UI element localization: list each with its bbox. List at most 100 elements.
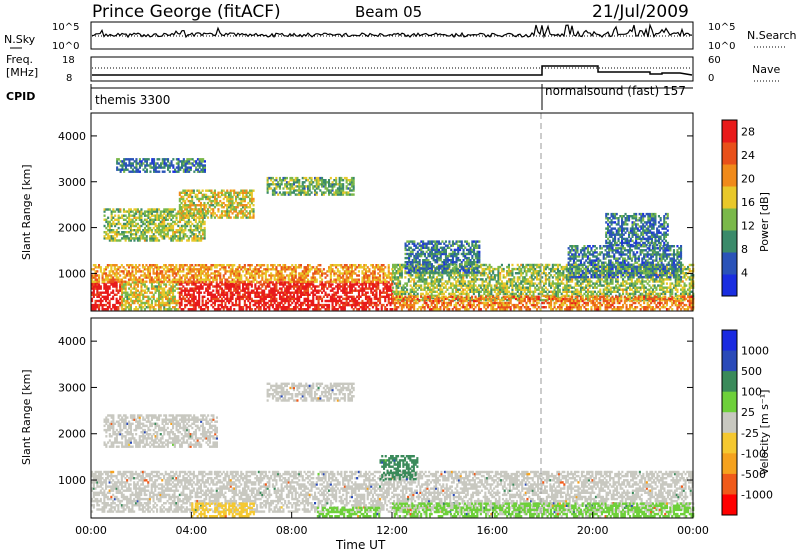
power-cell bbox=[415, 282, 417, 284]
power-cell bbox=[154, 272, 156, 274]
power-cell bbox=[305, 281, 307, 283]
power-cell bbox=[116, 219, 118, 221]
power-cell bbox=[125, 210, 127, 212]
power-cell bbox=[332, 294, 334, 296]
power-cell bbox=[193, 287, 195, 289]
power-cell bbox=[508, 266, 510, 268]
power-cell bbox=[171, 160, 173, 162]
power-cell bbox=[205, 204, 207, 206]
power-cell bbox=[160, 298, 162, 300]
power-cell bbox=[300, 290, 302, 292]
power-cell bbox=[309, 304, 311, 306]
power-cell bbox=[184, 227, 186, 229]
power-cell bbox=[233, 270, 235, 272]
power-cell bbox=[186, 166, 188, 168]
power-cell bbox=[246, 276, 248, 278]
power-cell bbox=[431, 276, 433, 278]
power-cell bbox=[167, 281, 169, 283]
power-cell bbox=[321, 179, 323, 181]
power-cell bbox=[289, 185, 291, 187]
power-cell bbox=[202, 296, 204, 298]
power-cell bbox=[436, 276, 438, 278]
power-cell bbox=[344, 304, 346, 306]
power-cell bbox=[151, 162, 153, 164]
power-cell bbox=[309, 283, 311, 285]
power-cell bbox=[372, 270, 374, 272]
power-cell bbox=[286, 177, 288, 179]
power-cell bbox=[270, 268, 272, 270]
power-cell bbox=[217, 300, 219, 302]
power-cell bbox=[110, 292, 112, 294]
power-cell bbox=[172, 225, 174, 227]
power-cell bbox=[328, 191, 330, 193]
power-cell bbox=[391, 283, 393, 285]
power-cell bbox=[137, 294, 139, 296]
power-cell bbox=[328, 306, 330, 308]
power-cell bbox=[127, 158, 129, 160]
power-cell bbox=[109, 223, 111, 225]
power-cell bbox=[436, 280, 438, 282]
power-cell bbox=[504, 276, 506, 278]
power-cell bbox=[377, 283, 379, 285]
power-cell bbox=[188, 221, 190, 223]
power-cell bbox=[296, 279, 298, 281]
power-cell bbox=[132, 294, 134, 296]
power-cell bbox=[202, 266, 204, 268]
power-cell bbox=[102, 272, 104, 274]
power-cell bbox=[253, 190, 255, 192]
power-cell bbox=[284, 191, 286, 193]
power-cell bbox=[349, 270, 351, 272]
power-cell bbox=[114, 210, 116, 212]
power-cell bbox=[455, 276, 457, 278]
power-cell bbox=[483, 287, 485, 289]
power-cell bbox=[195, 239, 197, 241]
power-cell bbox=[155, 235, 157, 237]
power-cell bbox=[408, 274, 410, 276]
power-cell bbox=[309, 187, 311, 189]
power-cell bbox=[353, 300, 355, 302]
power-cell bbox=[104, 219, 106, 221]
power-cell bbox=[487, 287, 489, 289]
power-cell bbox=[356, 279, 358, 281]
power-cell bbox=[422, 299, 424, 301]
power-cell bbox=[296, 193, 298, 195]
power-cell bbox=[383, 270, 385, 272]
power-cell bbox=[200, 235, 202, 237]
power-cell bbox=[267, 179, 269, 181]
power-cell bbox=[165, 217, 167, 219]
power-cell bbox=[333, 287, 335, 289]
power-cell bbox=[424, 287, 426, 289]
power-cell bbox=[121, 264, 123, 266]
power-cell bbox=[415, 287, 417, 289]
power-cell bbox=[312, 283, 314, 285]
power-cell bbox=[184, 229, 186, 231]
power-cell bbox=[258, 264, 260, 266]
power-cell bbox=[425, 280, 427, 282]
power-cell bbox=[332, 264, 334, 266]
power-cell bbox=[140, 225, 142, 227]
power-cell bbox=[289, 283, 291, 285]
power-cell bbox=[178, 162, 180, 164]
power-cell bbox=[325, 283, 327, 285]
power-cell bbox=[105, 283, 107, 285]
power-cell bbox=[494, 274, 496, 276]
power-cell bbox=[517, 264, 519, 266]
power-cell bbox=[214, 206, 216, 208]
power-cell bbox=[193, 283, 195, 285]
power-cell bbox=[300, 185, 302, 187]
power-cell bbox=[372, 264, 374, 266]
power-cell bbox=[202, 194, 204, 196]
power-cell bbox=[455, 280, 457, 282]
power-cell bbox=[182, 192, 184, 194]
power-cell bbox=[462, 276, 464, 278]
power-cell bbox=[452, 289, 454, 291]
power-cell bbox=[142, 162, 144, 164]
power-cell bbox=[102, 276, 104, 278]
power-cell bbox=[147, 210, 149, 212]
power-cell bbox=[344, 264, 346, 266]
power-cell bbox=[154, 281, 156, 283]
power-cell bbox=[344, 283, 346, 285]
power-cell bbox=[169, 208, 171, 210]
power-cell bbox=[237, 194, 239, 196]
power-cell bbox=[140, 208, 142, 210]
